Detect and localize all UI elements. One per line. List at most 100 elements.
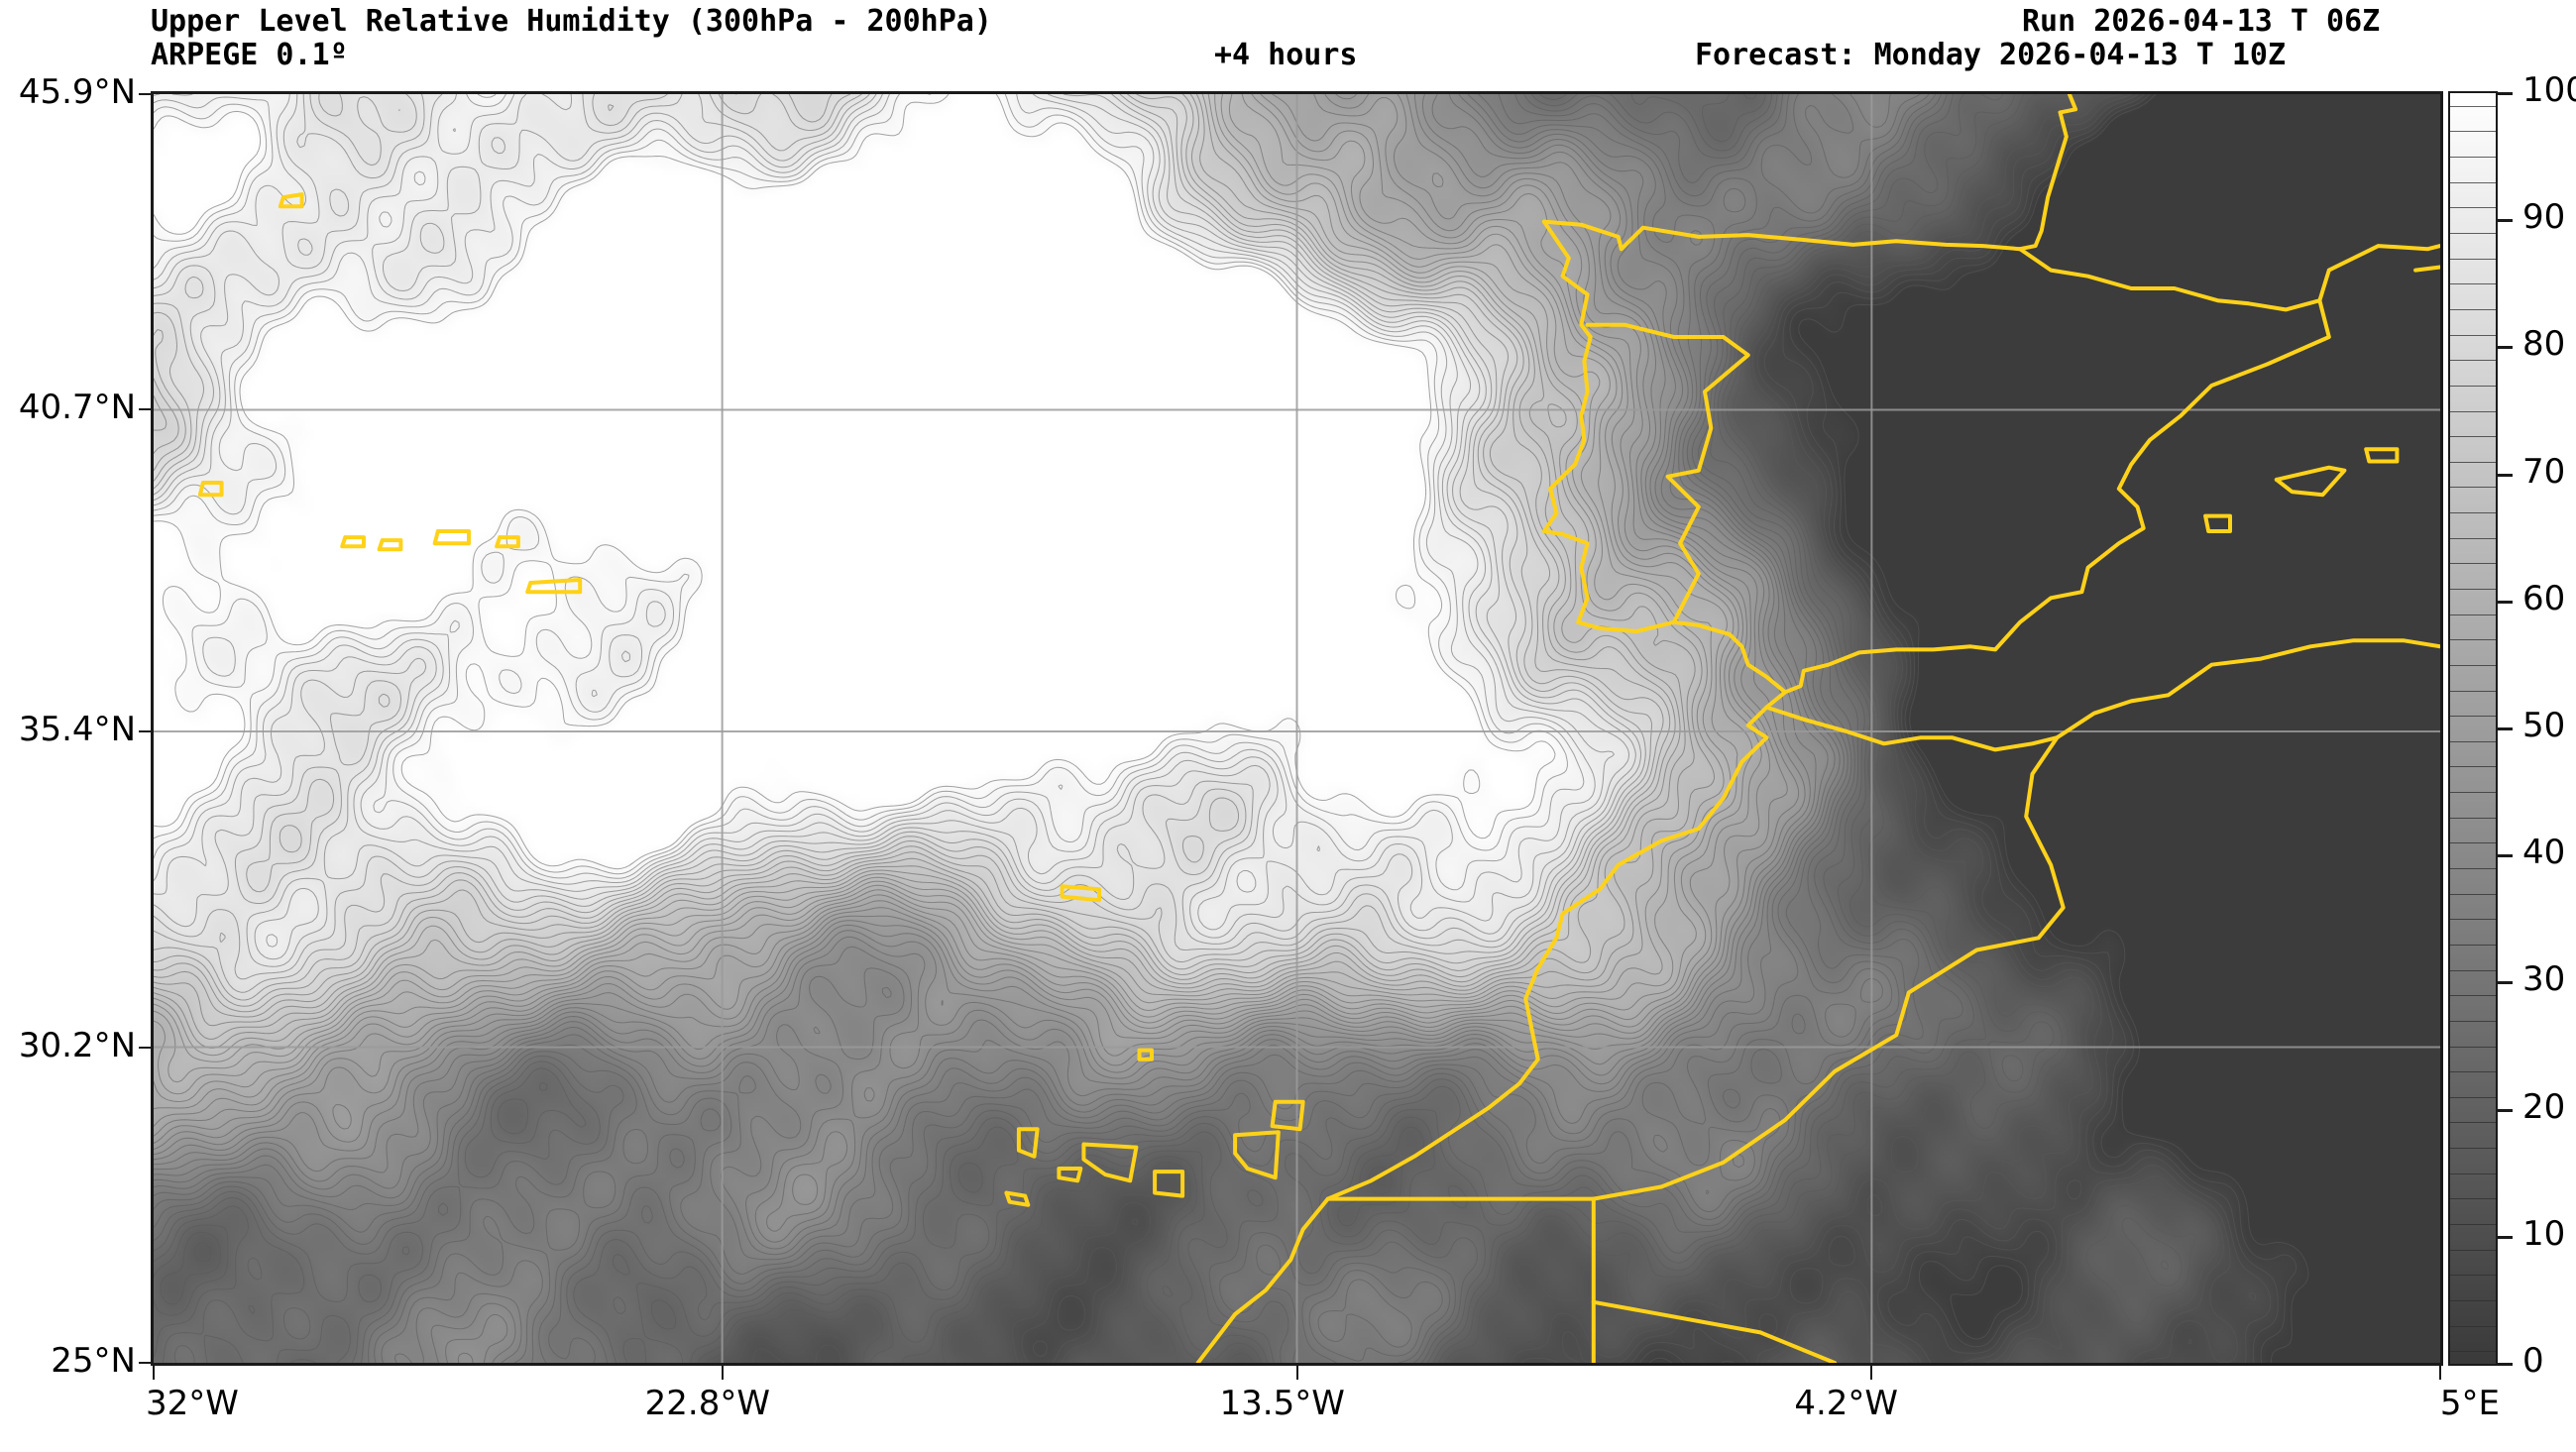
colorbar-contour-line xyxy=(2450,766,2496,768)
colorbar-contour-line xyxy=(2450,105,2496,107)
colorbar-contour-line xyxy=(2450,1071,2496,1073)
y-axis-label-2: 35.4°N xyxy=(18,710,136,750)
colorbar-label-80: 80 xyxy=(2522,324,2566,365)
y-axis-tick xyxy=(139,408,153,411)
colorbar-contour-line xyxy=(2450,919,2496,921)
colorbar-contour-line xyxy=(2450,664,2496,666)
run-time-label: Run 2026-04-13 T 06Z xyxy=(2022,4,2381,39)
y-axis-label-0: 45.9°N xyxy=(18,72,136,112)
map-canvas xyxy=(154,94,2440,1363)
colorbar-contour-line xyxy=(2450,563,2496,565)
forecast-time-label: Forecast: Monday 2026-04-13 T 10Z xyxy=(1695,38,2287,72)
colorbar-label-90: 90 xyxy=(2522,197,2566,238)
colorbar-tick xyxy=(2498,981,2513,985)
colorbar-tick xyxy=(2498,1108,2513,1112)
colorbar-contour-line xyxy=(2450,995,2496,997)
colorbar-contour-lines xyxy=(2450,93,2496,1364)
y-axis-tick xyxy=(139,1046,153,1049)
colorbar-contour-line xyxy=(2450,131,2496,133)
colorbar-contour-line xyxy=(2450,969,2496,971)
colorbar-contour-line xyxy=(2450,258,2496,260)
colorbar-contour-line xyxy=(2450,1275,2496,1277)
colorbar-tick xyxy=(2498,219,2513,223)
colorbar-contour-line xyxy=(2450,1223,2496,1225)
colorbar-contour-line xyxy=(2450,1020,2496,1022)
colorbar-tick xyxy=(2498,473,2513,477)
colorbar-contour-line xyxy=(2450,588,2496,590)
colorbar-contour-line xyxy=(2450,868,2496,870)
colorbar-contour-line xyxy=(2450,157,2496,159)
colorbar-contour-line xyxy=(2450,944,2496,946)
colorbar-label-70: 70 xyxy=(2522,451,2566,492)
colorbar[interactable] xyxy=(2448,91,2498,1366)
x-axis-label-2: 13.5°W xyxy=(1219,1384,1345,1423)
colorbar-contour-line xyxy=(2450,1325,2496,1327)
colorbar-contour-line xyxy=(2450,817,2496,819)
x-axis-tick xyxy=(2439,1366,2441,1380)
x-axis-tick xyxy=(1870,1366,1873,1380)
colorbar-contour-line xyxy=(2450,639,2496,641)
humidity-map-plot[interactable] xyxy=(151,91,2443,1366)
graticule xyxy=(154,94,2440,1363)
x-axis-label-4: 5°E xyxy=(2439,1384,2500,1423)
colorbar-contour-line xyxy=(2450,360,2496,362)
colorbar-contour-line xyxy=(2450,690,2496,692)
colorbar-contour-line xyxy=(2450,181,2496,183)
colorbar-label-100: 100 xyxy=(2522,70,2576,110)
colorbar-contour-line xyxy=(2450,740,2496,742)
colorbar-label-30: 30 xyxy=(2522,959,2566,1000)
colorbar-contour-line xyxy=(2450,1299,2496,1301)
colorbar-label-10: 10 xyxy=(2522,1213,2566,1254)
x-axis-tick xyxy=(721,1366,724,1380)
colorbar-contour-line xyxy=(2450,1096,2496,1098)
colorbar-contour-line xyxy=(2450,1249,2496,1251)
colorbar-label-20: 20 xyxy=(2522,1086,2566,1127)
colorbar-label-50: 50 xyxy=(2522,706,2566,745)
model-label: ARPEGE 0.1º xyxy=(151,38,348,72)
colorbar-contour-line xyxy=(2450,308,2496,310)
colorbar-label-60: 60 xyxy=(2522,578,2566,618)
colorbar-contour-line xyxy=(2450,1198,2496,1200)
colorbar-contour-line xyxy=(2450,792,2496,794)
colorbar-contour-line xyxy=(2450,1046,2496,1048)
colorbar-tick xyxy=(2498,854,2513,858)
colorbar-contour-line xyxy=(2450,512,2496,514)
colorbar-tick xyxy=(2498,1363,2513,1366)
colorbar-contour-line xyxy=(2450,842,2496,844)
coastlines xyxy=(197,94,2440,1363)
x-axis-label-3: 4.2°W xyxy=(1794,1384,1899,1423)
x-axis-label-1: 22.8°W xyxy=(644,1384,770,1423)
colorbar-label-40: 40 xyxy=(2522,833,2566,873)
colorbar-contour-line xyxy=(2450,1173,2496,1174)
y-axis-tick xyxy=(139,1362,153,1364)
colorbar-contour-line xyxy=(2450,207,2496,209)
colorbar-contour-line xyxy=(2450,233,2496,235)
colorbar-tick xyxy=(2498,727,2513,730)
colorbar-contour-line xyxy=(2450,1351,2496,1353)
x-axis-tick xyxy=(1295,1366,1298,1380)
colorbar-tick xyxy=(2498,92,2513,95)
y-axis-label-3: 30.2°N xyxy=(18,1025,136,1065)
colorbar-contour-line xyxy=(2450,716,2496,718)
y-axis-label-4: 25°N xyxy=(51,1341,136,1381)
y-axis-tick xyxy=(139,730,153,733)
colorbar-contour-line xyxy=(2450,1148,2496,1150)
y-axis-tick xyxy=(139,93,153,95)
colorbar-tick xyxy=(2498,1235,2513,1239)
colorbar-contour-line xyxy=(2450,1122,2496,1124)
colorbar-contour-line xyxy=(2450,893,2496,895)
colorbar-contour-line xyxy=(2450,614,2496,615)
colorbar-contour-line xyxy=(2450,537,2496,539)
colorbar-tick xyxy=(2498,600,2513,604)
forecast-offset-label: +4 hours xyxy=(1214,38,1358,72)
colorbar-contour-line xyxy=(2450,334,2496,336)
colorbar-tick xyxy=(2498,346,2513,350)
x-axis-label-0: 32°W xyxy=(146,1384,239,1423)
colorbar-gradient xyxy=(2450,93,2496,1364)
colorbar-contour-line xyxy=(2450,410,2496,412)
colorbar-label-0: 0 xyxy=(2522,1341,2544,1381)
colorbar-contour-line xyxy=(2450,283,2496,285)
colorbar-contour-line xyxy=(2450,436,2496,438)
colorbar-contour-line xyxy=(2450,385,2496,387)
